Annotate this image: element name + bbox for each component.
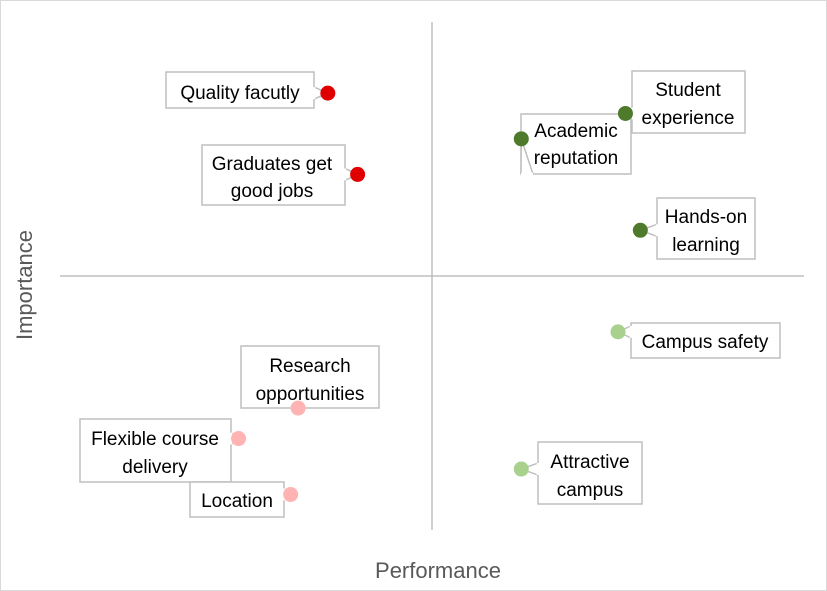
data-label: Attractive [550,452,629,473]
label-layer: Quality facutly Graduates get good jobs Stu… [79,70,781,518]
data-point [632,222,648,238]
data-label: Location [201,491,273,512]
data-label: campus [557,480,624,501]
data-label: experience [642,108,735,129]
data-point [610,324,626,340]
data-label-box [630,322,781,359]
data-point [231,431,247,447]
data-label: good jobs [231,181,313,202]
data-label: opportunities [256,384,365,405]
data-label: Campus safety [642,332,769,353]
point-layer [231,85,648,502]
data-label-box [656,197,756,260]
data-label: Student [655,80,721,101]
data-label-box [201,144,346,206]
data-point [283,486,299,502]
data-label-box [240,345,380,409]
data-label: Research [269,356,350,377]
data-label-box [165,71,315,109]
data-label: delivery [122,457,188,478]
data-label: learning [672,235,740,256]
data-point [350,166,366,182]
data-label-box [79,418,232,483]
data-label-box [189,481,285,518]
data-label: reputation [534,148,619,169]
data-point [513,461,529,477]
data-point [320,85,336,101]
data-point [513,131,529,147]
data-label: Academic [534,121,617,142]
data-label-box [631,70,746,134]
data-label: Hands-on [665,207,747,228]
data-label: Flexible course [91,429,219,450]
x-axis-title: Performance [375,558,501,583]
data-point [290,400,306,416]
data-label: Quality facutly [180,83,300,104]
data-label: Graduates get [212,154,333,175]
data-point [617,105,633,121]
y-axis-title: Importance [12,230,37,340]
data-label-box [520,113,632,175]
data-label-box [537,441,643,505]
